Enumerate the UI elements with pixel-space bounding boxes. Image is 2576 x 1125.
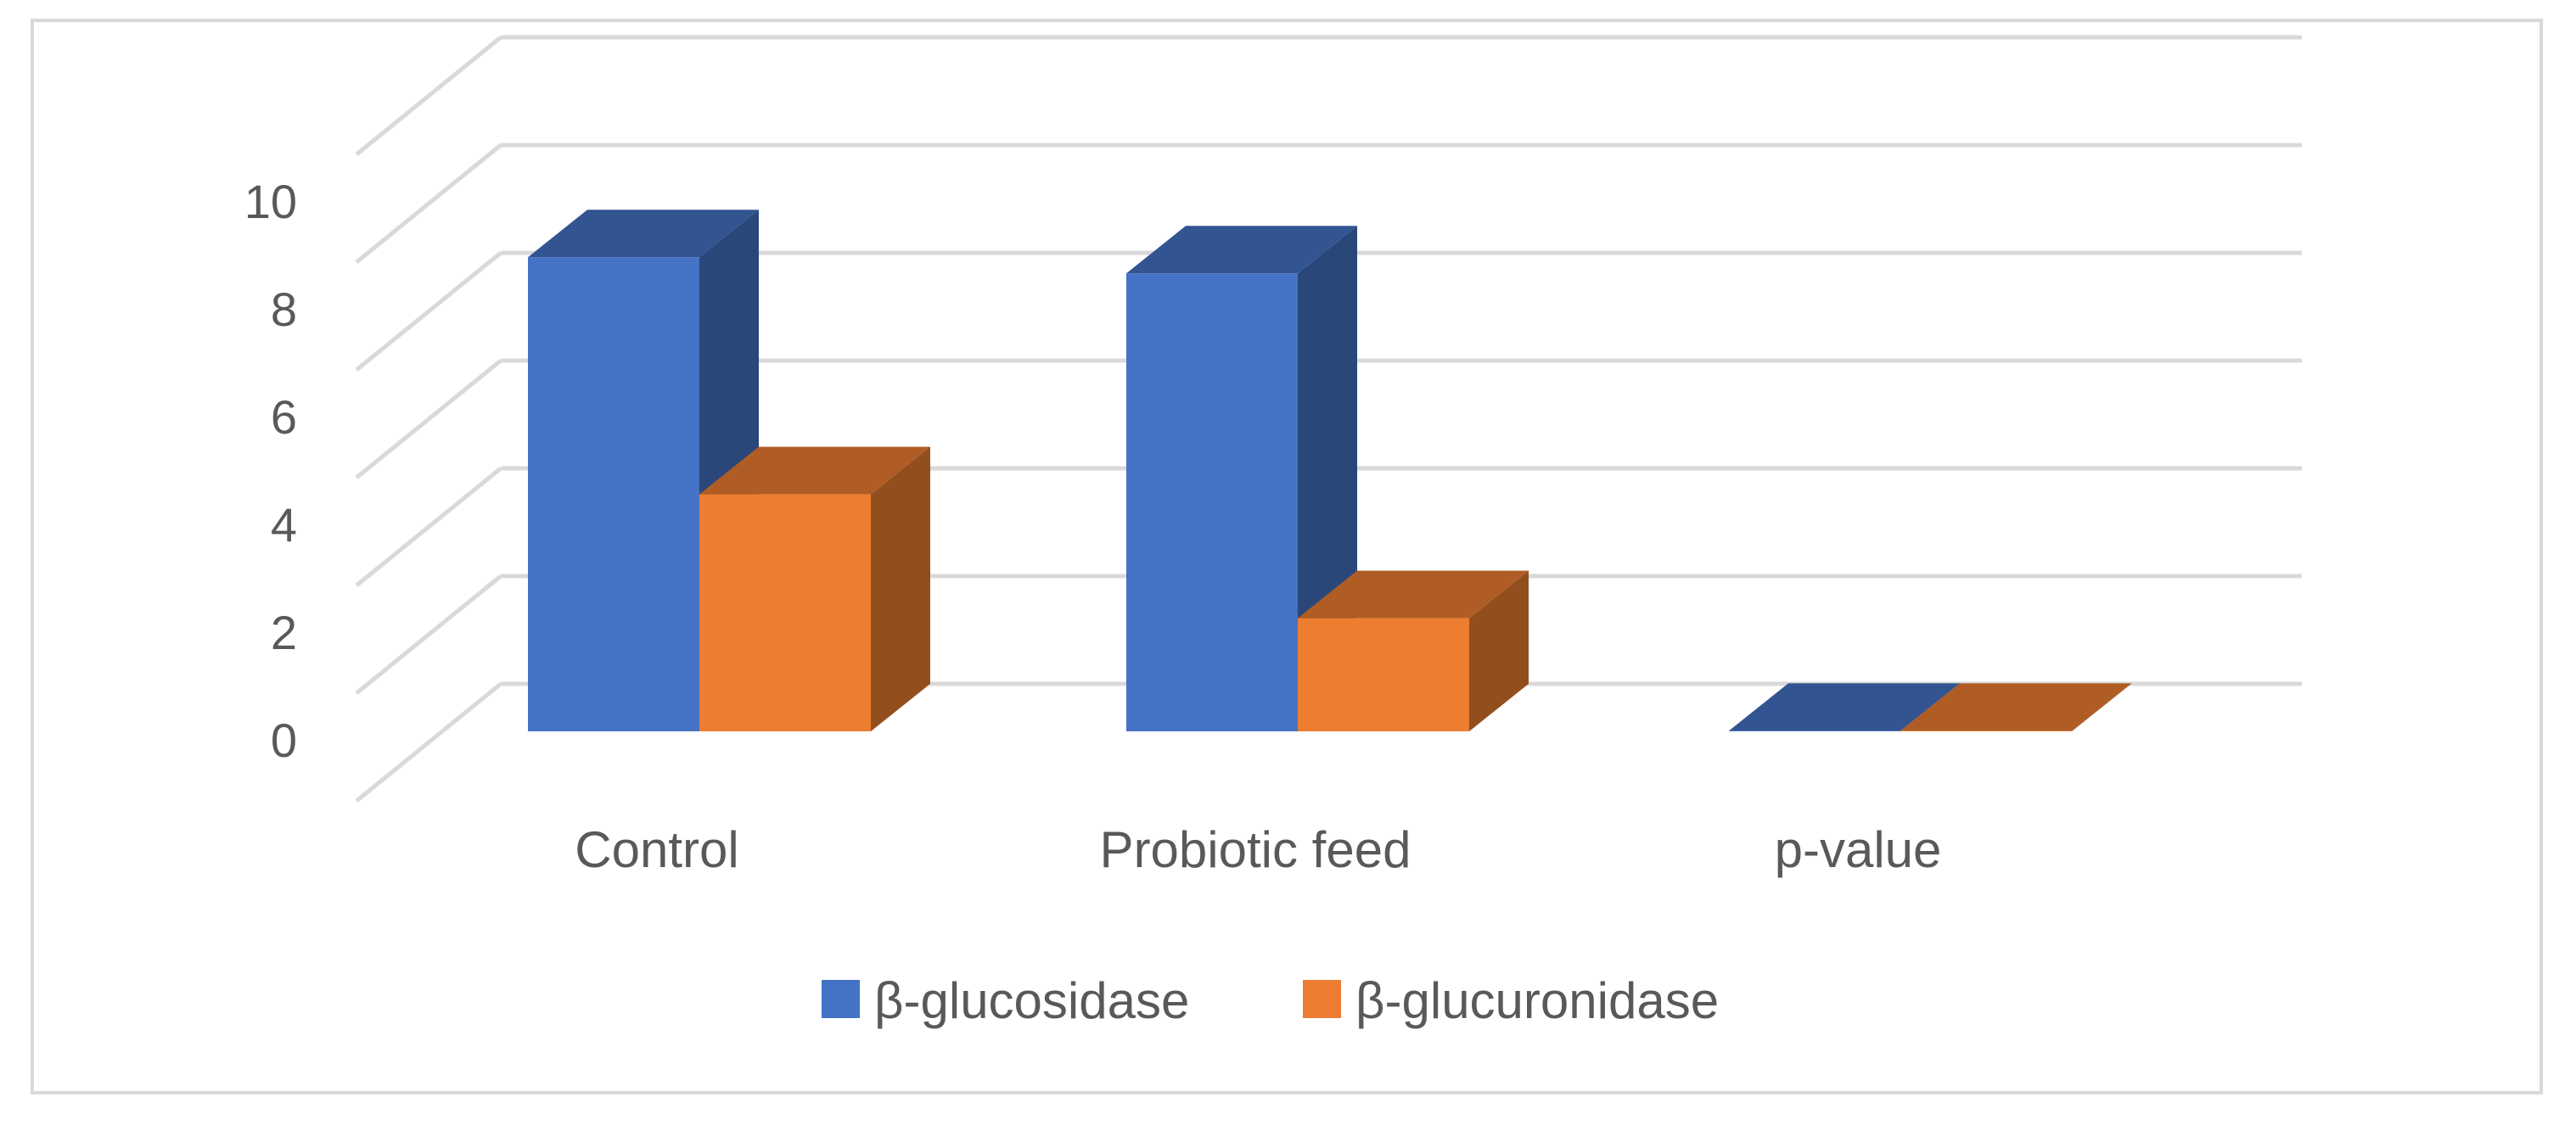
legend: β-glucosidase β-glucuronidase (822, 972, 1719, 1029)
bar-front-face (1900, 730, 2072, 731)
y-axis-ticks: 0 2 4 6 8 10 (244, 175, 297, 767)
bar-side-face (871, 446, 930, 731)
bar-front-face (699, 494, 871, 731)
legend-label: β-glucosidase (874, 972, 1189, 1029)
bar-top-face (1900, 683, 2131, 731)
gridline-diagonal-8 (355, 251, 502, 372)
gridline-diagonal-6 (355, 359, 502, 479)
bar-0-0 (528, 210, 759, 731)
gridline-diagonal-10 (355, 143, 502, 264)
category-label: p-value (1775, 821, 1942, 878)
y-tick-label: 8 (271, 283, 297, 336)
gridline-diagonal-12 (355, 36, 502, 156)
bar-top-face (1298, 570, 1529, 618)
bar-2-1 (1900, 683, 2131, 731)
x-axis-categories: Control Probiotic feed p-value (575, 821, 1941, 878)
legend-swatch (1303, 980, 1341, 1018)
gridline-diagonal-4 (355, 467, 502, 587)
bar-front-face (1126, 273, 1298, 731)
y-tick-label: 6 (271, 390, 297, 444)
bar-top-face (528, 210, 759, 258)
legend-label: β-glucuronidase (1355, 972, 1719, 1029)
gridline-diagonal-0 (355, 682, 502, 803)
bar-front-face (1729, 730, 1900, 731)
gridline-diagonal-2 (355, 574, 502, 695)
category-label: Control (575, 821, 738, 878)
legend-swatch (822, 980, 860, 1018)
bar-top-face (699, 446, 930, 495)
bar-side-face (1469, 570, 1529, 731)
bars (528, 210, 2131, 731)
y-tick-label: 4 (271, 498, 297, 551)
bar-1-1 (1298, 570, 1529, 731)
bar-front-face (528, 257, 699, 731)
bar-0-1 (699, 446, 930, 731)
y-tick-label: 10 (244, 175, 297, 228)
bar-1-0 (1126, 226, 1357, 731)
bar-side-face (2072, 683, 2131, 731)
bar-top-face (1126, 226, 1357, 274)
y-tick-label: 0 (271, 714, 297, 767)
category-label: Probiotic feed (1100, 821, 1411, 878)
bar-top-face (1729, 683, 1960, 731)
y-tick-label: 2 (271, 606, 297, 659)
bar-front-face (1298, 618, 1469, 731)
